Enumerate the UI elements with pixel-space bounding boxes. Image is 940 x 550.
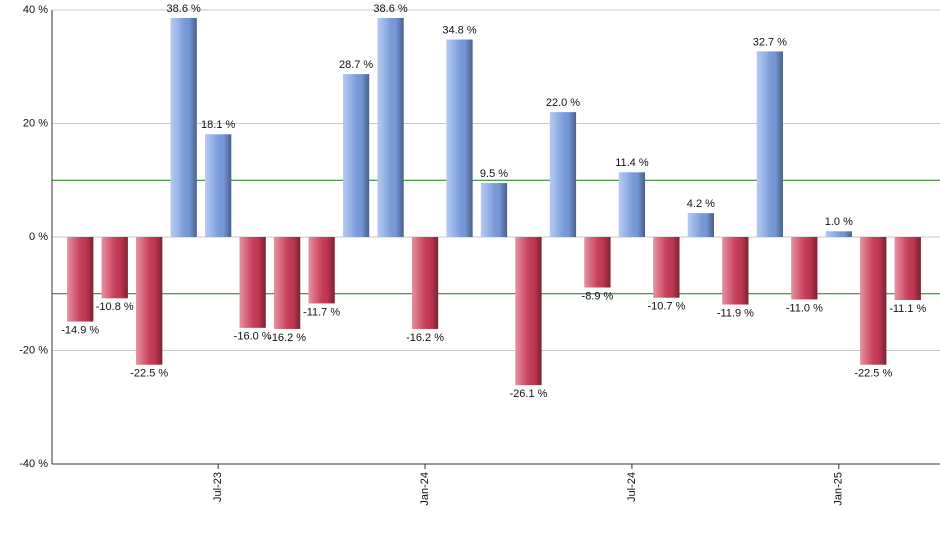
value-label: 9.5 %: [480, 168, 508, 180]
value-label: -10.8 %: [96, 301, 134, 313]
bar-shade: [136, 237, 163, 365]
bar-shade: [205, 134, 232, 237]
value-label: 1.0 %: [825, 216, 853, 228]
value-label: -16.2 %: [268, 332, 306, 344]
y-tick-label: 40 %: [23, 4, 48, 16]
bar-shade: [411, 237, 439, 329]
value-label: -22.5 %: [130, 368, 168, 380]
bar-shade: [480, 183, 508, 237]
bar-shade: [860, 237, 887, 365]
bar-shade: [308, 237, 335, 304]
value-label: -22.5 %: [854, 368, 892, 380]
value-label: 22.0 %: [546, 97, 580, 109]
bar-shade: [274, 237, 301, 329]
x-tick-label: Jul-24: [626, 472, 638, 502]
value-label: -11.7 %: [303, 306, 340, 318]
value-label: 32.7 %: [753, 36, 787, 48]
value-label: -26.1 %: [510, 388, 548, 400]
x-tick-label: Jan-25: [833, 472, 845, 506]
value-label: 11.4 %: [615, 157, 649, 169]
y-tick-label: 0 %: [29, 231, 48, 243]
bar-shade: [170, 17, 197, 237]
bar-shade: [549, 112, 577, 237]
value-label: 38.6 %: [373, 3, 407, 15]
bar-shade: [756, 51, 783, 237]
bar-shade: [687, 213, 714, 237]
bar-shade: [515, 237, 542, 386]
y-tick-label: -40 %: [19, 458, 48, 470]
bar-shade: [618, 172, 646, 237]
value-label: 34.8 %: [442, 24, 476, 36]
value-label: -11.0 %: [786, 302, 823, 314]
bar-shade: [67, 237, 94, 322]
value-label: -14.9 %: [61, 324, 99, 336]
bar-shade: [446, 39, 473, 238]
value-label: -16.2 %: [406, 332, 444, 344]
value-label: -8.9 %: [582, 290, 614, 302]
bar-shade: [342, 74, 370, 237]
bar-shade: [791, 237, 818, 300]
bar-shade: [584, 237, 611, 288]
value-label: 38.6 %: [167, 3, 201, 15]
value-label: 28.7 %: [339, 59, 373, 71]
bar-shade: [825, 231, 852, 237]
x-tick-label: Jul-23: [212, 472, 224, 502]
value-label: -11.1 %: [889, 303, 926, 315]
value-label: 4.2 %: [687, 198, 715, 210]
value-label: -10.7 %: [647, 301, 685, 313]
x-tick-label: Jan-24: [419, 472, 431, 506]
value-label: -16.0 %: [234, 331, 272, 343]
bar-shade: [722, 237, 749, 305]
value-label: 18.1 %: [201, 119, 235, 131]
bar-shade: [101, 237, 128, 299]
value-label: -11.9 %: [717, 307, 754, 319]
bar-shade: [377, 17, 404, 237]
bar-shade: [894, 237, 921, 300]
bar-shade: [239, 237, 266, 328]
y-tick-label: -20 %: [19, 344, 48, 356]
bar-shade: [653, 237, 680, 298]
y-tick-label: 20 %: [23, 117, 48, 129]
